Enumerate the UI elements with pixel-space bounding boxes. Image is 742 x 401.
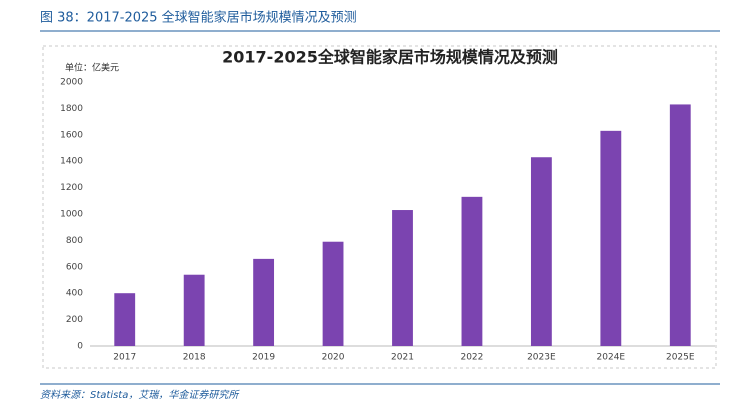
- y-tick-label: 600: [66, 262, 83, 272]
- bar: [322, 241, 344, 346]
- x-tick-label: 2021: [391, 353, 414, 363]
- y-tick-label: 2000: [60, 78, 83, 88]
- bar: [114, 293, 136, 346]
- x-tick-label: 2023E: [527, 353, 556, 363]
- source-note: 资料来源：Statista，艾瑞，华金证券研究所: [40, 389, 240, 401]
- chart-title: 2017-2025全球智能家居市场规模情况及预测: [222, 48, 558, 67]
- bar: [253, 258, 275, 346]
- x-tick-label: 2025E: [666, 353, 695, 363]
- bar: [183, 274, 205, 346]
- bar: [392, 210, 413, 346]
- x-tick-label: 2019: [252, 353, 275, 363]
- x-tick-label: 2017: [113, 353, 136, 363]
- y-tick-label: 1000: [60, 210, 83, 220]
- y-tick-label: 0: [77, 342, 83, 352]
- y-tick-label: 800: [66, 236, 83, 246]
- y-tick-label: 1600: [60, 130, 83, 140]
- y-tick-label: 1800: [60, 104, 83, 114]
- x-tick-label: 2020: [322, 353, 345, 363]
- y-tick-label: 400: [66, 289, 83, 299]
- x-tick-label: 2024E: [597, 353, 626, 363]
- y-tick-label: 200: [66, 315, 83, 325]
- unit-label: 单位：亿美元: [65, 62, 119, 74]
- x-tick-label: 2018: [183, 353, 206, 363]
- bar: [669, 104, 691, 346]
- figure-caption: 图 38：2017-2025 全球智能家居市场规模情况及预测: [40, 10, 357, 26]
- x-tick-label: 2022: [460, 353, 483, 363]
- bar: [600, 130, 622, 346]
- y-tick-label: 1400: [60, 157, 83, 167]
- chart-frame: [42, 45, 717, 369]
- y-tick-label: 1200: [60, 183, 83, 193]
- bar: [530, 157, 552, 346]
- bar: [461, 196, 483, 346]
